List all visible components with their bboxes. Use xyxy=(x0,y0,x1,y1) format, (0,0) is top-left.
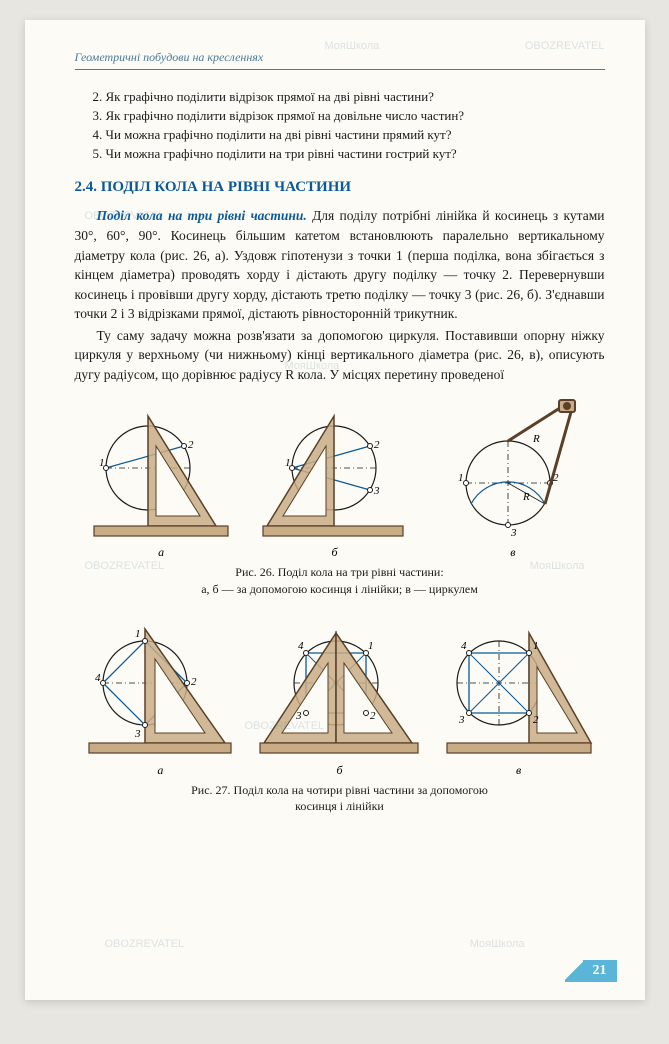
figure-26-caption-line2: а, б — за допомогою косинця і лінійки; в… xyxy=(201,582,478,596)
figure-27-row: 1 2 3 4 а xyxy=(75,611,605,778)
svg-text:2: 2 xyxy=(188,439,194,451)
diagram-26v-svg: R 1 2 3 R xyxy=(433,398,593,543)
svg-text:4: 4 xyxy=(298,640,304,652)
svg-text:1: 1 xyxy=(368,640,374,652)
figure-27-v-label: в xyxy=(441,763,596,778)
section-title: 2.4. ПОДІЛ КОЛА НА РІВНІ ЧАСТИНИ xyxy=(75,179,605,196)
watermark-obozrevatel: OBOZREVATEL xyxy=(105,938,185,950)
paragraph-1-lead: Поділ кола на три рівні частини. xyxy=(97,208,307,223)
figure-27-a: 1 2 3 4 а xyxy=(83,611,238,778)
svg-text:1: 1 xyxy=(533,640,539,652)
question-5: 5. Чи можна графічно поділити на три рів… xyxy=(75,145,605,164)
svg-text:4: 4 xyxy=(95,672,101,684)
figure-27-v: 4 1 2 3 в xyxy=(441,611,596,778)
paragraph-1: Поділ кола на три рівні частини. Для под… xyxy=(75,206,605,323)
figure-26-a-label: а xyxy=(86,545,236,560)
diagram-27v-svg: 4 1 2 3 xyxy=(441,611,596,761)
diagram-27b-svg: 4 1 2 3 xyxy=(254,611,424,761)
svg-text:4: 4 xyxy=(461,640,467,652)
question-3: 3. Як графічно поділити відрізок прямої … xyxy=(75,107,605,126)
figure-26-v-label: в xyxy=(433,545,593,560)
figure-27-caption-line1: Рис. 27. Поділ кола на чотири рівні част… xyxy=(191,783,488,797)
figure-26-b: 1 3 2 б xyxy=(259,398,409,560)
svg-text:3: 3 xyxy=(458,714,465,726)
question-2: 2. Як графічно поділити відрізок прямої … xyxy=(75,88,605,107)
svg-text:R: R xyxy=(532,433,540,445)
svg-text:1: 1 xyxy=(458,472,464,484)
svg-text:3: 3 xyxy=(295,710,302,722)
diagram-26a-svg: 1 2 xyxy=(86,398,236,543)
svg-text:2: 2 xyxy=(370,710,376,722)
svg-text:1: 1 xyxy=(99,457,105,469)
paragraph-2: Ту саму задачу можна розв'язати за допом… xyxy=(75,326,605,385)
figure-26-row: 1 2 а xyxy=(75,398,605,560)
body-text: Поділ кола на три рівні частини. Для под… xyxy=(75,206,605,384)
figure-26-v: R 1 2 3 R в xyxy=(433,398,593,560)
svg-text:3: 3 xyxy=(134,728,141,740)
figure-27-caption-line2: косинця і лінійки xyxy=(295,799,384,813)
figure-26-caption: Рис. 26. Поділ кола на три рівні частини… xyxy=(75,564,605,596)
figure-27-a-label: а xyxy=(83,763,238,778)
svg-text:2: 2 xyxy=(374,439,380,451)
svg-text:3: 3 xyxy=(373,485,380,497)
question-4: 4. Чи можна графічно поділити на дві рів… xyxy=(75,126,605,145)
figure-27-b-label: б xyxy=(254,763,424,778)
figure-26-b-label: б xyxy=(259,545,409,560)
page-number: 21 xyxy=(583,960,617,982)
svg-text:1: 1 xyxy=(285,457,291,469)
paragraph-1-body: Для поділу потрібні лінійка й косинець з… xyxy=(75,208,605,321)
diagram-26b-svg: 1 3 2 xyxy=(259,398,409,543)
textbook-page: Геометричні побудови на кресленнях 2. Як… xyxy=(25,20,645,1000)
running-head: Геометричні побудови на кресленнях xyxy=(75,50,605,70)
watermark-moyashkola: МояШкола xyxy=(470,938,525,950)
figure-27: 1 2 3 4 а xyxy=(75,611,605,814)
svg-text:2: 2 xyxy=(533,714,539,726)
question-list: 2. Як графічно поділити відрізок прямої … xyxy=(75,88,605,163)
figure-26: 1 2 а xyxy=(75,398,605,596)
diagram-27a-svg: 1 2 3 4 xyxy=(83,611,238,761)
svg-text:1: 1 xyxy=(135,628,141,640)
svg-text:2: 2 xyxy=(191,676,197,688)
figure-26-a: 1 2 а xyxy=(86,398,236,560)
svg-text:R: R xyxy=(522,491,530,503)
figure-26-caption-line1: Рис. 26. Поділ кола на три рівні частини… xyxy=(235,565,443,579)
figure-27-b: 4 1 2 3 б xyxy=(254,611,424,778)
svg-text:3: 3 xyxy=(510,527,517,539)
figure-27-caption: Рис. 27. Поділ кола на чотири рівні част… xyxy=(75,782,605,814)
